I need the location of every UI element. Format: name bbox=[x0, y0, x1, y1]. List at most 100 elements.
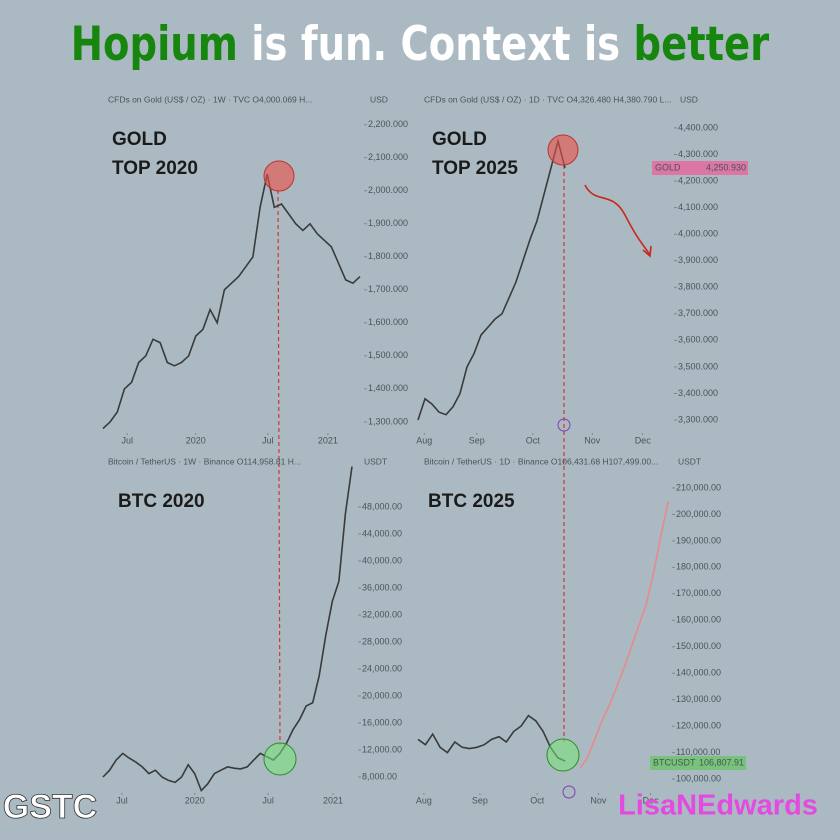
y-tick-label: 24,000.00 bbox=[362, 663, 402, 673]
event-icon bbox=[562, 785, 576, 799]
top-circle bbox=[263, 160, 295, 192]
headline-part: is fun. Context is bbox=[238, 17, 634, 72]
bottom-circle bbox=[546, 738, 580, 772]
y-tick-label: 120,000.00 bbox=[676, 721, 721, 731]
arrow-head bbox=[642, 245, 652, 258]
y-tick-label: 2,000.000 bbox=[368, 185, 408, 195]
axis-unit: USDT bbox=[678, 456, 701, 466]
y-tick-label: 100,000.00 bbox=[676, 773, 721, 783]
bottom-circle bbox=[263, 742, 297, 776]
price-line bbox=[579, 501, 670, 769]
chart-panel: CFDs on Gold (US$ / OZ) · 1D · TVC O4,32… bbox=[416, 94, 748, 445]
x-tick-label: 2020 bbox=[185, 795, 205, 805]
x-tick-label: 2020 bbox=[186, 435, 206, 445]
chart-panel: Bitcoin / TetherUS · 1D · Binance O106,4… bbox=[416, 456, 746, 805]
price-tag-value: 4,250.930 bbox=[706, 162, 746, 172]
plot-area bbox=[102, 466, 353, 792]
y-tick-label: 3,500.000 bbox=[678, 361, 718, 371]
y-tick-label: 4,100.000 bbox=[678, 202, 718, 212]
guides bbox=[277, 165, 652, 799]
event-icon bbox=[557, 418, 571, 432]
y-tick-label: 8,000.00 bbox=[362, 771, 397, 781]
y-tick-label: 16,000.00 bbox=[362, 717, 402, 727]
price-line bbox=[102, 466, 353, 792]
y-tick-label: 3,400.000 bbox=[678, 388, 718, 398]
panel-label: GOLD bbox=[432, 129, 487, 150]
panel-label: GOLD bbox=[112, 129, 167, 150]
top-circle bbox=[547, 134, 579, 166]
x-tick-label: 2021 bbox=[323, 795, 343, 805]
chart-subtitle: CFDs on Gold (US$ / OZ) · 1D · TVC O4,32… bbox=[424, 94, 671, 104]
y-tick-label: 150,000.00 bbox=[676, 641, 721, 651]
y-tick-label: 140,000.00 bbox=[676, 668, 721, 678]
y-tick-label: 32,000.00 bbox=[362, 609, 402, 619]
y-tick-label: 4,200.000 bbox=[678, 175, 718, 185]
x-tick-label: Nov bbox=[590, 795, 607, 805]
y-tick-label: 4,300.000 bbox=[678, 149, 718, 159]
y-tick-label: 3,300.000 bbox=[678, 414, 718, 424]
x-tick-label: Sep bbox=[472, 795, 488, 805]
y-tick-label: 3,800.000 bbox=[678, 282, 718, 292]
x-tick-label: Aug bbox=[416, 795, 432, 805]
price-tag-label: BTCUSDT bbox=[653, 757, 696, 767]
headline: Hopium is fun. Context is better bbox=[71, 17, 770, 72]
plot-area bbox=[102, 174, 361, 430]
y-tick-label: 1,500.000 bbox=[368, 350, 408, 360]
y-tick-label: 3,600.000 bbox=[678, 335, 718, 345]
x-tick-label: Jul bbox=[116, 795, 128, 805]
x-tick-label: Dec bbox=[635, 435, 652, 445]
x-tick-label: Dec bbox=[643, 795, 660, 805]
y-tick-label: 36,000.00 bbox=[362, 582, 402, 592]
price-tag-value: 106,807.91 bbox=[699, 757, 744, 767]
y-tick-label: 200,000.00 bbox=[676, 509, 721, 519]
x-tick-label: 2021 bbox=[318, 435, 338, 445]
x-tick-label: Jul bbox=[122, 435, 134, 445]
chart-panel: Bitcoin / TetherUS · 1W · Binance O114,9… bbox=[102, 456, 402, 805]
headline-part: better bbox=[634, 17, 770, 72]
x-tick-label: Nov bbox=[584, 435, 601, 445]
y-tick-label: 12,000.00 bbox=[362, 744, 402, 754]
price-tag-label: GOLD bbox=[655, 162, 681, 172]
y-tick-label: 1,800.000 bbox=[368, 251, 408, 261]
logo-watermark: GSTC bbox=[3, 788, 97, 826]
plot-area bbox=[417, 501, 670, 769]
y-tick-label: 1,400.000 bbox=[368, 383, 408, 393]
price-line bbox=[102, 174, 361, 430]
axis-unit: USDT bbox=[364, 456, 387, 466]
price-line bbox=[417, 714, 566, 762]
y-tick-label: 4,400.000 bbox=[678, 122, 718, 132]
x-tick-label: Oct bbox=[526, 435, 541, 445]
y-tick-label: 48,000.00 bbox=[362, 501, 402, 511]
author-watermark: LisaNEdwards bbox=[618, 790, 818, 822]
y-tick-label: 2,200.000 bbox=[368, 119, 408, 129]
x-tick-label: Jul bbox=[262, 795, 274, 805]
x-tick-label: Oct bbox=[530, 795, 545, 805]
y-tick-label: 3,700.000 bbox=[678, 308, 718, 318]
y-tick-label: 1,600.000 bbox=[368, 317, 408, 327]
y-tick-label: 4,000.000 bbox=[678, 229, 718, 239]
dashed-guide bbox=[277, 189, 281, 746]
arrow bbox=[584, 184, 651, 256]
y-tick-label: 180,000.00 bbox=[676, 562, 721, 572]
panel-label: TOP 2020 bbox=[112, 158, 198, 179]
y-tick-label: 1,900.000 bbox=[368, 218, 408, 228]
y-tick-label: 44,000.00 bbox=[362, 528, 402, 538]
axis-unit: USD bbox=[370, 94, 388, 104]
y-tick-label: 1,300.000 bbox=[368, 416, 408, 426]
y-tick-label: 3,900.000 bbox=[678, 255, 718, 265]
axis-unit: USD bbox=[680, 94, 698, 104]
y-tick-label: 190,000.00 bbox=[676, 535, 721, 545]
x-tick-label: Aug bbox=[416, 435, 432, 445]
panel-label: BTC 2020 bbox=[118, 491, 205, 512]
y-tick-label: 40,000.00 bbox=[362, 555, 402, 565]
charts: CFDs on Gold (US$ / OZ) · 1W · TVC O4,00… bbox=[102, 94, 748, 805]
y-tick-label: 110,000.00 bbox=[676, 747, 720, 757]
highlights bbox=[263, 134, 580, 776]
y-tick-label: 170,000.00 bbox=[676, 588, 721, 598]
panel-label: BTC 2025 bbox=[428, 491, 515, 512]
chart-subtitle: Bitcoin / TetherUS · 1W · Binance O114,9… bbox=[108, 456, 301, 466]
y-tick-label: 2,100.000 bbox=[368, 152, 408, 162]
panel-label: TOP 2025 bbox=[432, 158, 518, 179]
